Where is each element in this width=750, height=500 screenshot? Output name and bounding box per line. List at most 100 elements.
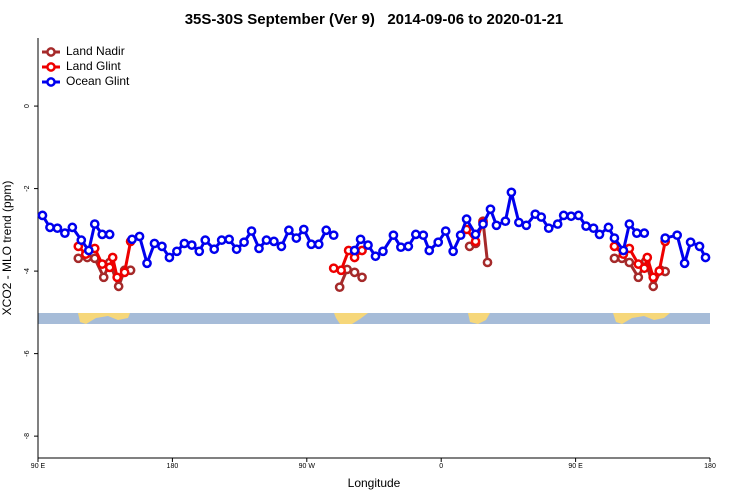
data-point [648, 272, 659, 283]
data-point [654, 266, 665, 276]
data-point [149, 238, 160, 249]
data-point [164, 252, 175, 263]
data-point [97, 259, 108, 269]
data-point [639, 263, 650, 274]
data-point [594, 229, 605, 240]
data-point [119, 267, 130, 278]
data-point [633, 272, 644, 283]
y-tick-label: -4 [24, 268, 31, 274]
y-axis-label: XCO2 - MLO trend (ppm) [0, 181, 14, 316]
data-point [694, 241, 705, 252]
data-point [506, 187, 517, 198]
data-point [700, 252, 711, 263]
data-point [461, 214, 472, 224]
data-point [239, 237, 249, 248]
legend-label: Ocean Glint [66, 74, 130, 88]
data-point [482, 257, 493, 268]
data-point [536, 212, 547, 222]
data-point [491, 220, 502, 231]
data-point [37, 210, 48, 221]
legend-marker [46, 47, 56, 57]
data-point [113, 281, 124, 292]
data-point [254, 243, 264, 254]
data-point [97, 229, 108, 240]
data-point [98, 272, 109, 283]
data-point [200, 235, 211, 246]
data-point [648, 281, 659, 292]
data-point [127, 234, 137, 245]
land-patch [334, 313, 368, 324]
legend-marker [46, 77, 56, 87]
data-point [609, 233, 620, 243]
data-point [639, 228, 650, 238]
data-point [370, 251, 381, 262]
data-point [73, 253, 84, 264]
data-point [76, 235, 87, 246]
data-point [67, 222, 78, 233]
data-point [83, 245, 94, 256]
data-point [209, 244, 220, 255]
data-point [581, 221, 591, 231]
land-patch [78, 313, 130, 324]
data-point [470, 229, 481, 240]
y-tick-label: 0 [24, 104, 31, 108]
data-point [334, 282, 345, 293]
data-point [440, 226, 451, 236]
data-point [284, 225, 294, 236]
x-axis-label: Longitude [348, 476, 401, 490]
data-point [216, 235, 227, 246]
data-point [609, 253, 620, 264]
data-point [500, 216, 511, 227]
data-point [321, 225, 332, 236]
data-point [624, 257, 635, 268]
data-point [679, 258, 690, 269]
data-point [60, 228, 70, 238]
data-point [112, 272, 122, 283]
y-tick-label: -8 [24, 433, 31, 439]
data-point [45, 222, 55, 233]
data-point [276, 241, 287, 252]
data-point [172, 246, 182, 257]
map-strip [38, 313, 710, 324]
legend-label: Land Nadir [66, 44, 125, 58]
data-point [142, 258, 152, 269]
data-point [157, 241, 167, 252]
series-line [41, 190, 707, 265]
x-tick-label: 180 [704, 463, 716, 470]
data-point [672, 230, 682, 241]
legend-label: Land Glint [66, 59, 121, 73]
data-point [403, 241, 414, 252]
data-point [543, 223, 554, 234]
x-tick-label: 180 [167, 463, 179, 470]
data-point [313, 239, 324, 250]
data-point [448, 246, 458, 257]
data-point [378, 246, 388, 257]
data-point [349, 245, 360, 256]
data-point [179, 238, 190, 249]
data-point [104, 229, 115, 240]
data-point [455, 230, 466, 241]
land-patch [468, 313, 490, 324]
data-point [478, 219, 488, 229]
data-point [328, 230, 339, 241]
data-point [433, 237, 444, 248]
y-tick-label: -2 [24, 185, 31, 191]
data-point [631, 228, 642, 238]
data-point [396, 242, 406, 253]
data-point [355, 234, 366, 245]
data-point [642, 252, 653, 263]
data-point [363, 240, 373, 250]
legend-marker [46, 62, 56, 72]
data-point [660, 233, 671, 243]
data-point [566, 211, 576, 222]
data-point [357, 272, 367, 283]
data-point [418, 230, 429, 241]
x-tick-label: 90 W [299, 463, 316, 470]
data-point [194, 246, 205, 257]
data-point [588, 223, 599, 234]
data-point [618, 245, 629, 256]
data-point [107, 252, 118, 263]
data-point [291, 233, 302, 243]
data-point [603, 222, 614, 233]
